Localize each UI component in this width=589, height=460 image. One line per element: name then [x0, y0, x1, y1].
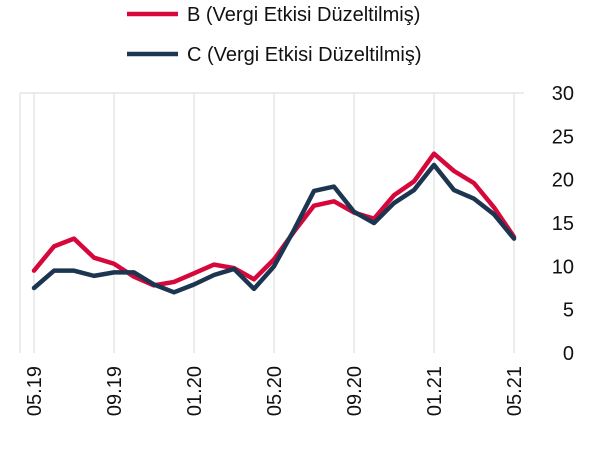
legend: B (Vergi Etkisi Düzeltilmiş) C (Vergi Etk… — [127, 4, 421, 66]
x-tick-label: 05.19 — [24, 366, 46, 416]
series-line-b — [31, 151, 517, 288]
x-tick-label: 01.20 — [184, 366, 206, 416]
x-tick-label: 09.20 — [344, 366, 366, 416]
x-tick-label: 05.20 — [264, 366, 286, 416]
x-tick-label: 09.19 — [104, 366, 126, 416]
y-tick-label: 10 — [552, 256, 574, 278]
y-tick-label: 30 — [552, 83, 574, 105]
x-axis: 05.19 09.19 01.20 05.20 09.20 01.21 05.21 — [24, 366, 526, 416]
x-tick-label: 05.21 — [504, 366, 526, 416]
y-tick-label: 0 — [563, 343, 574, 365]
legend-label-b: B (Vergi Etkisi Düzeltilmiş) — [187, 4, 420, 26]
y-tick-label: 25 — [552, 126, 574, 148]
series-layer — [31, 151, 517, 295]
series-line-c — [31, 162, 517, 295]
x-tick-label: 01.21 — [424, 366, 446, 416]
y-tick-label: 20 — [552, 170, 574, 192]
legend-label-c: C (Vergi Etkisi Düzeltilmiş) — [187, 44, 421, 66]
y-axis: 0 5 10 15 20 25 30 — [552, 83, 574, 365]
gridlines — [19, 92, 524, 353]
y-tick-label: 5 — [563, 300, 574, 322]
y-tick-label: 15 — [552, 213, 574, 235]
